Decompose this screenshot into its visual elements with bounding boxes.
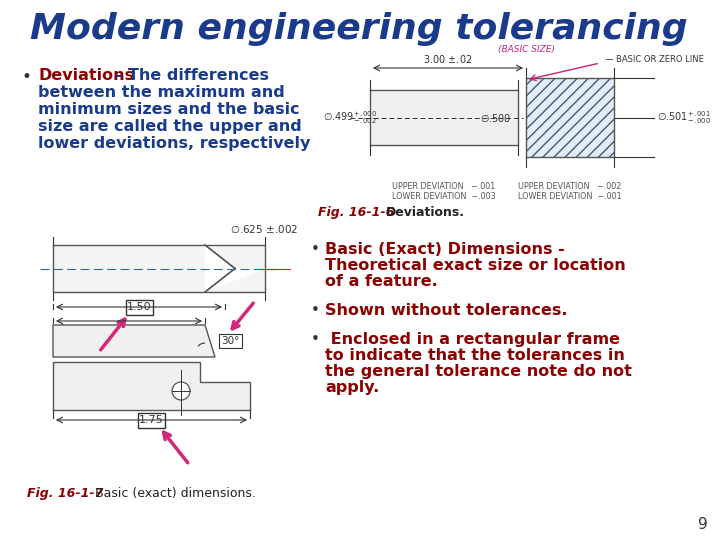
FancyBboxPatch shape	[138, 413, 165, 428]
Text: of a feature.: of a feature.	[325, 274, 438, 289]
Text: $\varnothing$.499$^{+.000}_{-.002}$: $\varnothing$.499$^{+.000}_{-.002}$	[323, 109, 377, 126]
FancyBboxPatch shape	[125, 300, 153, 314]
FancyBboxPatch shape	[218, 334, 241, 348]
Text: the general tolerance note do not: the general tolerance note do not	[325, 364, 632, 379]
Bar	[53, 245, 265, 292]
Text: — BASIC OR ZERO LINE: — BASIC OR ZERO LINE	[605, 56, 704, 64]
Text: apply.: apply.	[325, 380, 379, 395]
Text: 1.50: 1.50	[127, 302, 151, 312]
Text: Fig. 16-1-7: Fig. 16-1-7	[27, 487, 104, 500]
Text: UPPER DEVIATION   −.001: UPPER DEVIATION −.001	[392, 182, 495, 191]
Text: 30°: 30°	[221, 335, 239, 346]
Text: size are called the upper and: size are called the upper and	[38, 119, 302, 134]
Text: - The differences: - The differences	[110, 68, 269, 83]
Text: Deviations.: Deviations.	[386, 206, 465, 219]
Polygon shape	[53, 362, 250, 410]
Text: to indicate that the tolerances in: to indicate that the tolerances in	[325, 348, 625, 363]
Bar	[526, 78, 614, 157]
Text: $\varnothing$.501$^{+.001}_{-.000}$: $\varnothing$.501$^{+.001}_{-.000}$	[657, 109, 711, 126]
Bar	[526, 78, 614, 157]
Text: $\varnothing$.500: $\varnothing$.500	[480, 111, 512, 124]
Text: Enclosed in a rectangular frame: Enclosed in a rectangular frame	[325, 332, 620, 347]
Text: 1.75: 1.75	[139, 415, 164, 425]
Text: Fig. 16-1-6: Fig. 16-1-6	[318, 206, 395, 219]
Text: LOWER DEVIATION  −.003: LOWER DEVIATION −.003	[392, 192, 496, 201]
Text: 9: 9	[698, 517, 708, 532]
Circle shape	[172, 382, 190, 400]
Text: Theoretical exact size or location: Theoretical exact size or location	[325, 258, 626, 273]
Text: Shown without tolerances.: Shown without tolerances.	[325, 303, 567, 318]
Polygon shape	[53, 325, 215, 357]
Text: Basic (Exact) Dimensions -: Basic (Exact) Dimensions -	[325, 242, 564, 257]
Text: •: •	[311, 303, 320, 318]
Text: Basic (exact) dimensions.: Basic (exact) dimensions.	[95, 487, 256, 500]
Polygon shape	[205, 245, 265, 292]
Text: between the maximum and: between the maximum and	[38, 85, 284, 100]
Text: minimum sizes and the basic: minimum sizes and the basic	[38, 102, 300, 117]
Bar	[370, 90, 518, 145]
Text: $\varnothing$.625 $\pm$.002: $\varnothing$.625 $\pm$.002	[230, 223, 298, 235]
Text: lower deviations, respectively: lower deviations, respectively	[38, 136, 310, 151]
Text: 3.00 $\pm$.02: 3.00 $\pm$.02	[423, 53, 473, 65]
Text: UPPER DEVIATION   −.002: UPPER DEVIATION −.002	[518, 182, 621, 191]
Text: •: •	[22, 68, 32, 86]
Text: Modern engineering tolerancing: Modern engineering tolerancing	[30, 12, 688, 46]
Text: (BASIC SIZE): (BASIC SIZE)	[498, 45, 554, 54]
Text: Deviations: Deviations	[38, 68, 134, 83]
Text: LOWER DEVIATION  −.001: LOWER DEVIATION −.001	[518, 192, 622, 201]
Text: •: •	[311, 242, 320, 257]
Text: •: •	[311, 332, 320, 347]
